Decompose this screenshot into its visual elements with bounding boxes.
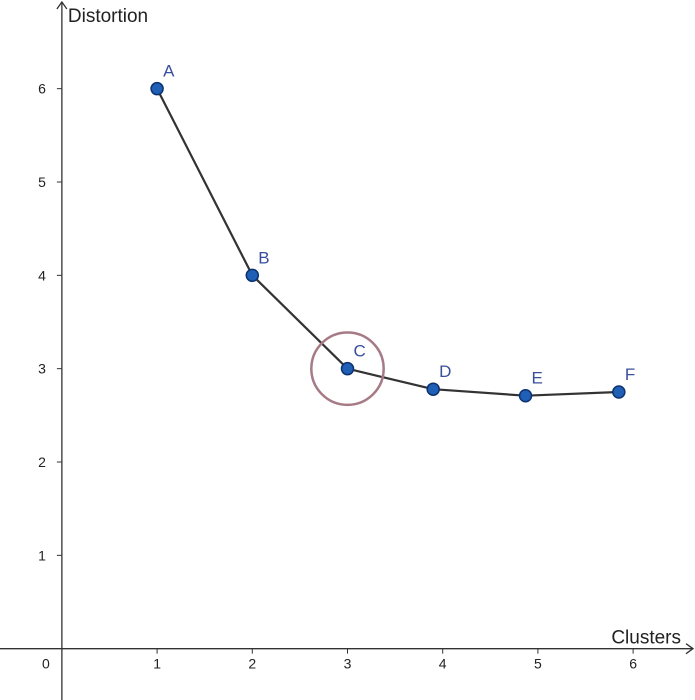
data-point-e [518, 388, 533, 403]
y-tick-label: 1 [38, 547, 46, 563]
highlight-layer [310, 331, 385, 407]
x-axis-arrow-icon [685, 643, 695, 655]
data-point-a [150, 81, 164, 96]
x-axis-title: Clusters [611, 628, 681, 649]
data-point-f [612, 385, 626, 399]
x-tick-label: 3 [344, 656, 352, 672]
point-label-e: E [532, 369, 543, 388]
elbow-highlight-ring [310, 331, 385, 407]
point-label-f: F [625, 365, 635, 384]
y-tick-label: 3 [38, 361, 46, 377]
tick-marks [56, 88, 634, 654]
series-line [156, 88, 619, 397]
y-tick-label: 5 [38, 174, 46, 190]
tick-labels: 1 2 3 4 5 6 1 2 3 4 5 6 [38, 81, 637, 672]
data-point-d [426, 382, 440, 396]
series-layer [156, 88, 619, 397]
point-label-b: B [258, 248, 269, 267]
x-tick-label: 6 [629, 656, 637, 672]
y-tick-label: 4 [38, 267, 46, 283]
origin-label: 0 [42, 656, 50, 672]
point-label-c: C [354, 342, 366, 361]
point-label-d: D [439, 362, 451, 381]
y-axis-title: Distortion [68, 6, 148, 27]
x-tick-label: 1 [153, 656, 161, 672]
y-tick-label: 6 [38, 81, 46, 97]
data-point-b [245, 268, 260, 283]
data-point-c [340, 361, 355, 376]
x-tick-label: 4 [439, 656, 447, 672]
point-label-a: A [163, 62, 175, 81]
y-axis-arrow-icon [56, 0, 68, 10]
x-tick-label: 5 [534, 656, 542, 672]
points-layer: A B C D E F [150, 62, 635, 403]
x-tick-label: 2 [248, 656, 256, 672]
y-tick-label: 2 [38, 454, 46, 470]
